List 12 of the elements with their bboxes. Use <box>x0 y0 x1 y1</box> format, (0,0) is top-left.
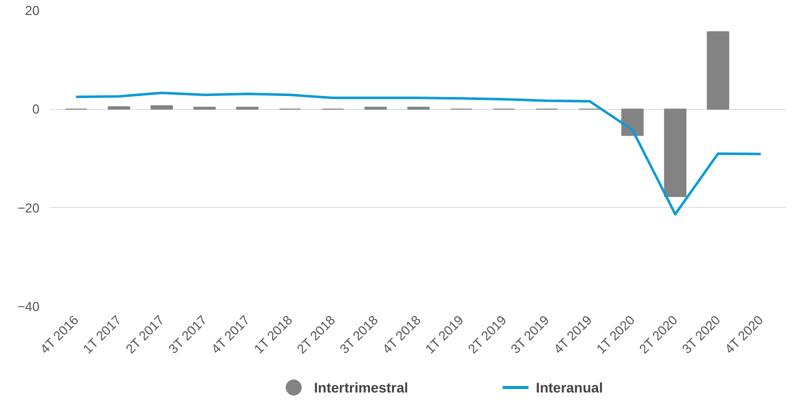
y-tick-label: −40 <box>17 299 40 314</box>
line-series <box>74 92 762 216</box>
bar <box>108 106 130 110</box>
legend-label: Interanual <box>536 380 603 396</box>
legend-label: Intertrimestral <box>314 380 408 396</box>
bar <box>664 108 686 197</box>
y-tick-label: −20 <box>17 200 40 216</box>
bar <box>621 108 644 136</box>
y-tick-label: 0 <box>32 102 40 117</box>
bar <box>706 31 730 110</box>
bar <box>150 105 173 110</box>
y-tick-label: 20 <box>25 3 40 18</box>
